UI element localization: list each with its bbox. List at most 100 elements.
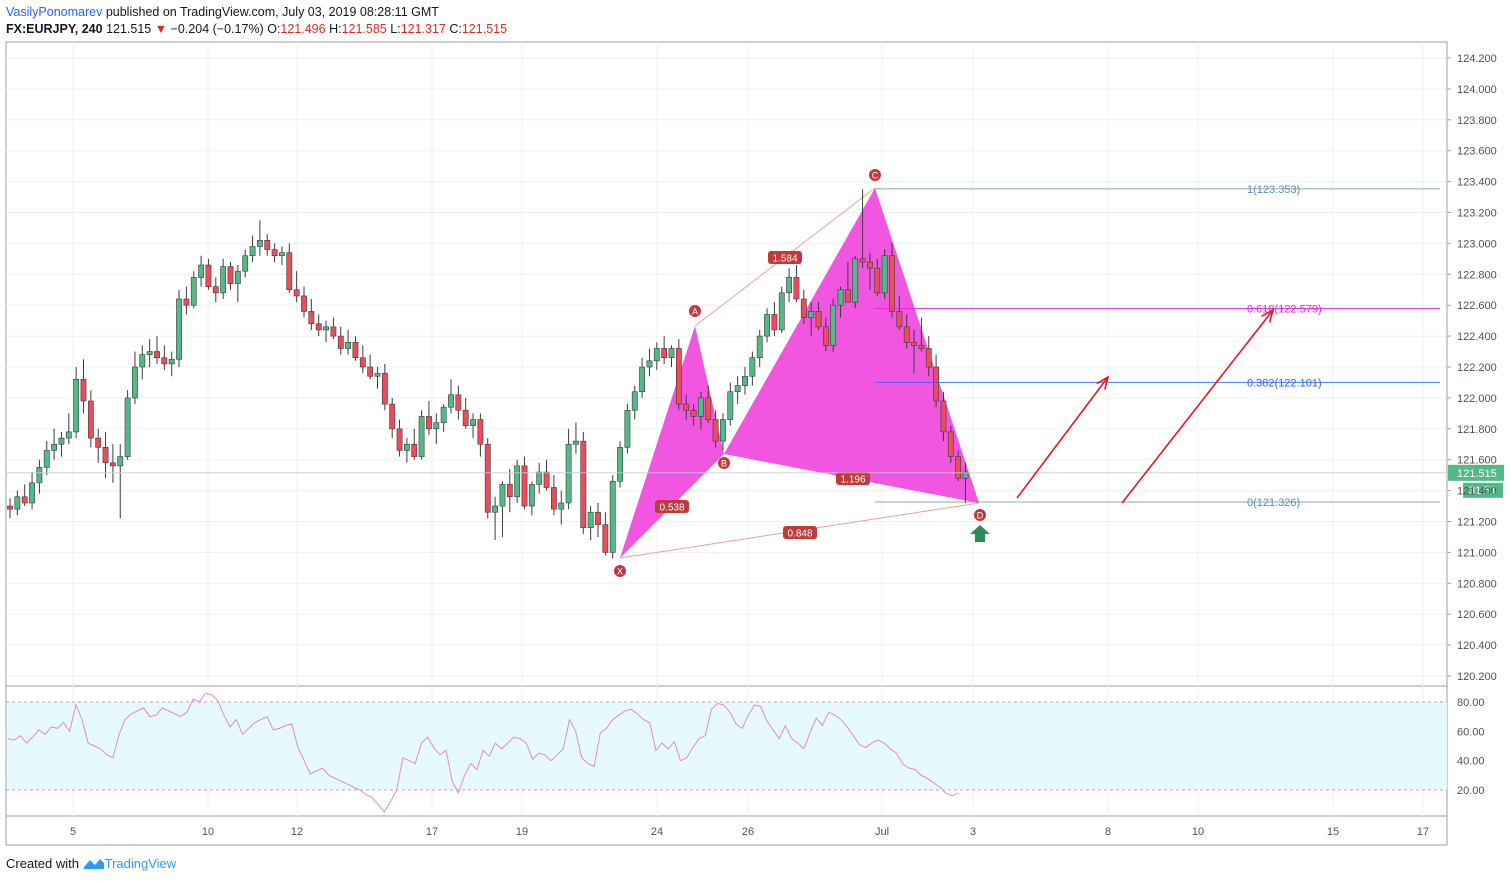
x-tick-label: 10	[1192, 826, 1204, 838]
x-tick-label: 12	[291, 826, 303, 838]
x-tick-label: 5	[70, 826, 76, 838]
candle-down	[315, 323, 322, 331]
candle-down	[896, 311, 903, 328]
rsi-tick-label: 80.00	[1457, 697, 1485, 709]
x-tick-label: 26	[742, 826, 754, 838]
grid-lines	[5, 41, 1448, 846]
arrow-shaft	[1016, 376, 1109, 499]
candle-down	[602, 524, 609, 553]
candle-down	[675, 348, 682, 405]
footer: Created with TradingView	[6, 854, 176, 874]
candle-down	[462, 409, 469, 427]
candle-down	[367, 366, 374, 377]
candle-up	[36, 467, 43, 484]
x-tick-label: Jul	[875, 826, 889, 838]
y-tick-label: 123.400	[1457, 177, 1497, 189]
ratio-label-bg	[768, 251, 802, 264]
created-with-text: Created with	[6, 856, 79, 871]
tradingview-brand[interactable]: TradingView	[104, 856, 177, 871]
candle-down	[95, 437, 102, 448]
candle-down	[396, 428, 403, 451]
candle-up	[345, 341, 351, 349]
point-A-label: A	[692, 307, 698, 317]
candle-up	[198, 264, 204, 278]
candle-down	[771, 314, 778, 331]
candle-down	[110, 462, 116, 467]
candle-up	[51, 443, 57, 451]
author-link[interactable]: VasilyPonomarev	[6, 5, 103, 19]
countdown-badge	[1463, 482, 1503, 498]
annotations: 121.515 31:51	[6, 308, 1504, 542]
candle-up	[962, 471, 969, 479]
tradingview-logo-icon[interactable]	[83, 857, 105, 870]
fib-level-label: 1(123.353)	[1247, 184, 1300, 196]
projection-arrow-1	[1016, 375, 1110, 499]
y-tick-label: 120.600	[1457, 609, 1497, 621]
fib-level-label: 0.618(122.579)	[1247, 303, 1322, 315]
candle-up	[514, 465, 521, 498]
point-label-bg	[974, 509, 986, 521]
candle-down	[264, 240, 271, 250]
rsi-tick-label: 40.00	[1457, 756, 1485, 768]
rsi-tick-label: 20.00	[1457, 785, 1485, 797]
candle-down	[484, 443, 491, 513]
candle-up	[176, 298, 182, 360]
candle-up	[573, 440, 579, 445]
candle-down	[183, 298, 190, 306]
candle-down	[389, 403, 396, 430]
candle-up	[565, 443, 572, 504]
candle-up	[837, 289, 844, 306]
y-tick-label: 121.600	[1457, 455, 1497, 467]
candle-down	[506, 484, 513, 498]
arrow-head	[1261, 308, 1275, 323]
candle-down	[477, 419, 484, 445]
candle-down	[161, 357, 168, 365]
candle-down	[352, 341, 359, 359]
candle-up	[279, 252, 285, 257]
open-label: O:	[267, 22, 281, 36]
candle-down	[955, 456, 962, 479]
candle-up	[124, 397, 131, 457]
candle-up	[58, 437, 65, 445]
y-tick-label: 124.200	[1457, 53, 1497, 65]
candle-down	[683, 403, 690, 411]
rsi-tick-label: 60.00	[1457, 726, 1485, 738]
ratio-xb-label: 0.538	[659, 503, 684, 514]
candle-down	[330, 326, 337, 337]
ratio-bd-label: 1.196	[840, 475, 865, 486]
harmonic-pattern: X A B C D 0.538 1.584 1.196 0.848	[614, 169, 986, 577]
candle-up	[440, 406, 447, 423]
candle-up	[558, 502, 565, 510]
published-text: published on TradingView.com, July 03, 2…	[105, 5, 439, 19]
candle-down	[293, 289, 300, 297]
ratio-label-bg	[655, 500, 689, 513]
last-price-badge	[1448, 464, 1504, 481]
fib-level-label: 0.382(122.101)	[1247, 377, 1322, 389]
point-label-bg	[869, 169, 881, 181]
candle-up	[756, 335, 763, 359]
candle-down	[690, 409, 697, 417]
candle-down	[301, 295, 307, 312]
y-tick-label: 122.000	[1457, 393, 1497, 405]
last-price-label: 121.515	[1457, 468, 1497, 480]
candle-up	[139, 354, 146, 368]
y-tick-label: 122.200	[1457, 362, 1497, 374]
candle-up	[536, 471, 543, 485]
symbol-label[interactable]: FX:EURJPY, 240	[6, 22, 103, 36]
candle-up	[742, 375, 748, 386]
point-B-label: B	[721, 459, 727, 469]
candle-up	[249, 246, 256, 257]
rsi-line	[7, 692, 959, 813]
open-value: 121.496	[280, 22, 326, 36]
y-tick-label: 121.000	[1457, 547, 1497, 559]
high-value: 121.585	[341, 22, 387, 36]
candle-up	[830, 304, 837, 346]
y-tick-label: 121.400	[1457, 486, 1497, 498]
rsi-panel	[6, 692, 1447, 813]
candle-up	[132, 366, 138, 399]
rsi-band	[7, 702, 1447, 790]
arrow-head	[1096, 375, 1110, 390]
candle-up	[528, 484, 535, 507]
low-value: 121.317	[400, 22, 446, 36]
